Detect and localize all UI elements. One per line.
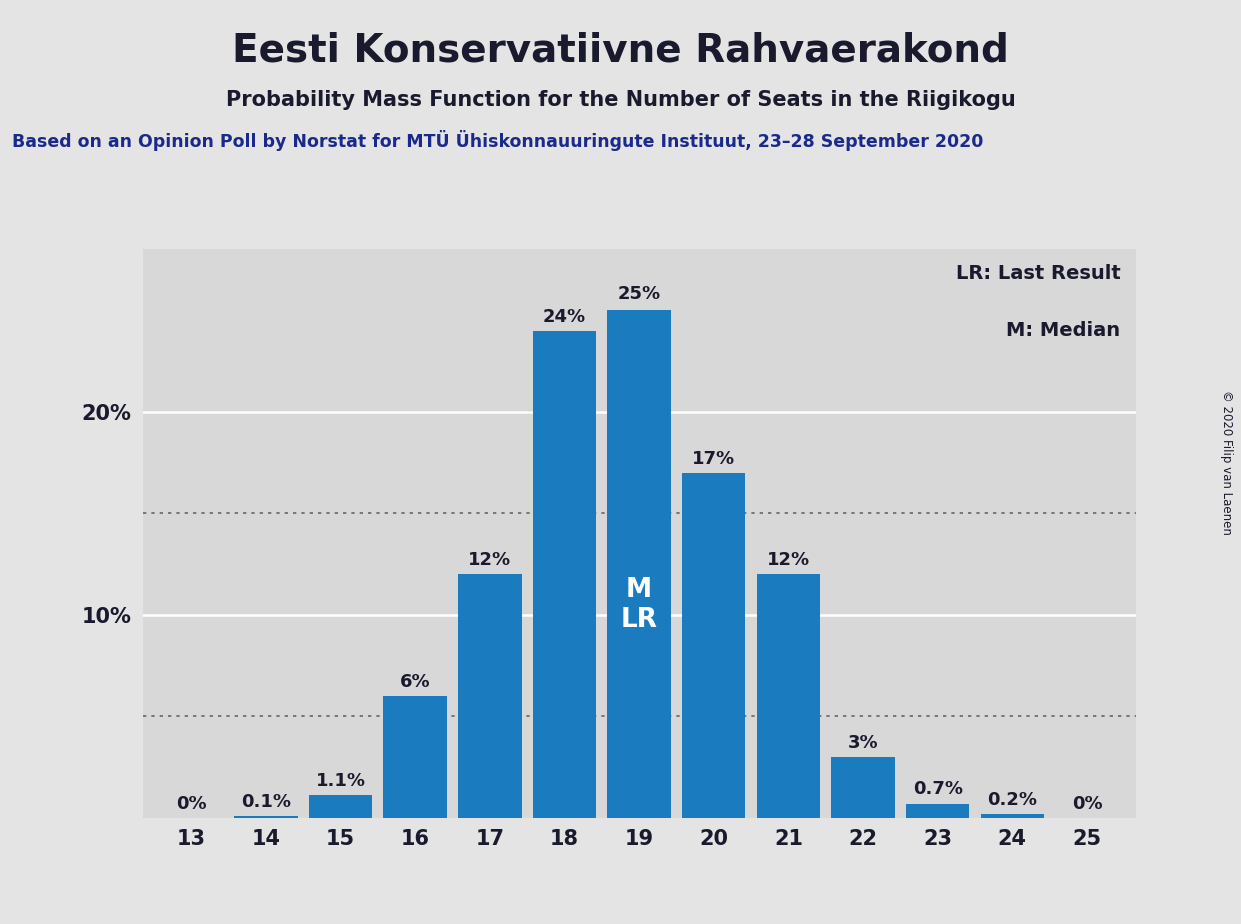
Bar [906,804,969,818]
Text: 25%: 25% [618,286,660,303]
Text: 12%: 12% [468,551,511,569]
Bar [683,473,746,818]
Text: Based on an Opinion Poll by Norstat for MTÜ Ühiskonnauuringute Instituut, 23–28 : Based on an Opinion Poll by Norstat for … [12,130,984,151]
Text: 0.2%: 0.2% [988,791,1037,808]
Text: M: Median: M: Median [1006,321,1121,339]
Text: M
LR: M LR [620,577,658,633]
Text: 24%: 24% [542,308,586,325]
Bar [532,331,596,818]
Text: 0%: 0% [176,795,206,813]
Text: 12%: 12% [767,551,810,569]
Text: Eesti Konservatiivne Rahvaerakond: Eesti Konservatiivne Rahvaerakond [232,31,1009,70]
Text: 6%: 6% [400,673,431,691]
Bar [235,816,298,818]
Text: 0.1%: 0.1% [241,793,290,810]
Text: 17%: 17% [692,450,736,468]
Text: 1.1%: 1.1% [315,772,366,790]
Text: Probability Mass Function for the Number of Seats in the Riigikogu: Probability Mass Function for the Number… [226,90,1015,110]
Bar [607,310,671,818]
Text: LR: Last Result: LR: Last Result [956,263,1121,283]
Text: 0.7%: 0.7% [912,781,963,798]
Bar [383,696,447,818]
Bar [757,574,820,818]
Text: 0%: 0% [1072,795,1102,813]
Bar [831,757,895,818]
Bar [980,814,1044,818]
Bar [309,796,372,818]
Bar [458,574,521,818]
Text: © 2020 Filip van Laenen: © 2020 Filip van Laenen [1220,390,1232,534]
Text: 3%: 3% [848,734,879,752]
